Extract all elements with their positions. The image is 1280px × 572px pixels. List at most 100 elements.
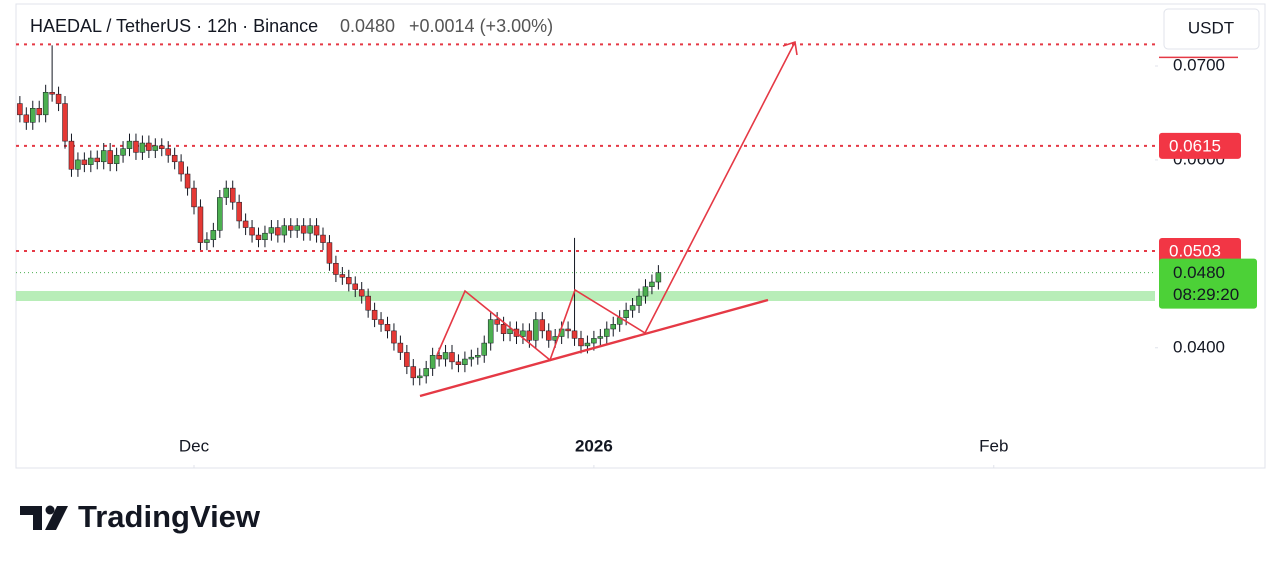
candle-body (507, 328, 513, 334)
candle-body (533, 319, 539, 341)
candle-body (204, 239, 210, 243)
chart-frame (15, 3, 1266, 469)
price-label-box (1159, 132, 1241, 159)
symbol: HAEDAL / TetherUS · 12h · Binance (30, 16, 318, 36)
candle-body (571, 330, 578, 339)
candle-body (404, 352, 410, 367)
candle-body (455, 361, 462, 365)
candle-body (391, 330, 397, 344)
candle-body (384, 324, 391, 332)
candle-body (481, 342, 487, 356)
candle-body (23, 114, 30, 123)
candle-body (578, 338, 584, 347)
candle-body (281, 225, 288, 236)
currency: USDT (1188, 18, 1234, 37)
candle-body (442, 352, 449, 360)
candle-body (120, 148, 126, 156)
candle-body (197, 206, 204, 243)
candle-body (500, 324, 507, 334)
candle-body (275, 227, 281, 236)
candle-body (346, 277, 352, 285)
price-label: 0.0615 (1169, 136, 1221, 155)
candle-body (352, 283, 358, 290)
candle-body (146, 142, 152, 151)
candle-body (165, 148, 171, 156)
candle-body (545, 330, 552, 341)
candle-body (178, 161, 184, 175)
current-price-label: 0.0480 (1173, 263, 1225, 282)
candle-body (416, 375, 423, 379)
candle-body (17, 103, 23, 116)
y-tick-label: 0.0400 (1173, 337, 1225, 356)
candle-body (262, 232, 268, 241)
candle-body (487, 319, 494, 344)
candle-body (494, 319, 500, 325)
candle-body (307, 225, 313, 234)
candle-body (113, 154, 120, 164)
candle-body (365, 295, 371, 311)
candle-body (629, 305, 636, 311)
candle-body (268, 227, 275, 234)
candle-body (649, 281, 655, 287)
candle-body (371, 309, 378, 320)
candle-body (210, 230, 217, 241)
candle-body (249, 227, 255, 236)
candle-body (171, 154, 178, 163)
candle-body (36, 108, 42, 116)
brand: TradingView (78, 499, 261, 534)
candle-body (539, 319, 546, 332)
candle-body (75, 159, 81, 170)
candle-body (255, 234, 262, 241)
candle-body (236, 201, 242, 222)
candle-body (358, 289, 365, 297)
current-price-box (1159, 258, 1257, 309)
zigzag-line (436, 41, 796, 362)
candle-body (288, 225, 294, 231)
candle-body (597, 336, 604, 339)
candle-body (449, 352, 455, 363)
candle-body (436, 355, 442, 360)
candle-body (107, 150, 113, 164)
y-tick-label: 0.0700 (1173, 55, 1225, 74)
candle-body (217, 197, 223, 231)
candle-body (591, 338, 597, 344)
candle-body (636, 295, 642, 306)
candle-body (397, 342, 404, 353)
price-label-box (1159, 238, 1241, 265)
candle-body (49, 92, 55, 95)
candle-body (242, 220, 249, 228)
candle-body (423, 368, 429, 377)
currency-button[interactable] (1163, 8, 1260, 50)
candle-body (410, 366, 417, 379)
candle-body (378, 319, 384, 325)
candle-body (68, 140, 75, 170)
trend-line (419, 298, 769, 398)
candle-body (55, 93, 62, 104)
candle-body (100, 150, 107, 163)
candle-body (294, 225, 300, 231)
candle-body (139, 142, 146, 153)
candle-body (184, 173, 191, 189)
candle-body (326, 242, 333, 264)
candle-body (133, 140, 139, 153)
candle-body (339, 274, 346, 278)
candle-body (333, 262, 339, 275)
price: 0.0480 (340, 16, 395, 36)
countdown: 08:29:20 (1173, 285, 1239, 304)
candle-body (468, 356, 475, 360)
candle-body (584, 342, 591, 347)
candle-body (88, 157, 94, 165)
candle-body (604, 328, 610, 337)
candle-body (42, 92, 49, 116)
candle-body (520, 330, 526, 337)
candle-body (159, 145, 165, 149)
candle-body (642, 286, 649, 297)
candle-body (320, 234, 326, 243)
brand-logo (20, 505, 68, 530)
candle-body (429, 355, 436, 369)
candle-body (152, 145, 159, 151)
change: +0.0014 (+3.00%) (409, 16, 553, 36)
candle-body (126, 140, 133, 149)
